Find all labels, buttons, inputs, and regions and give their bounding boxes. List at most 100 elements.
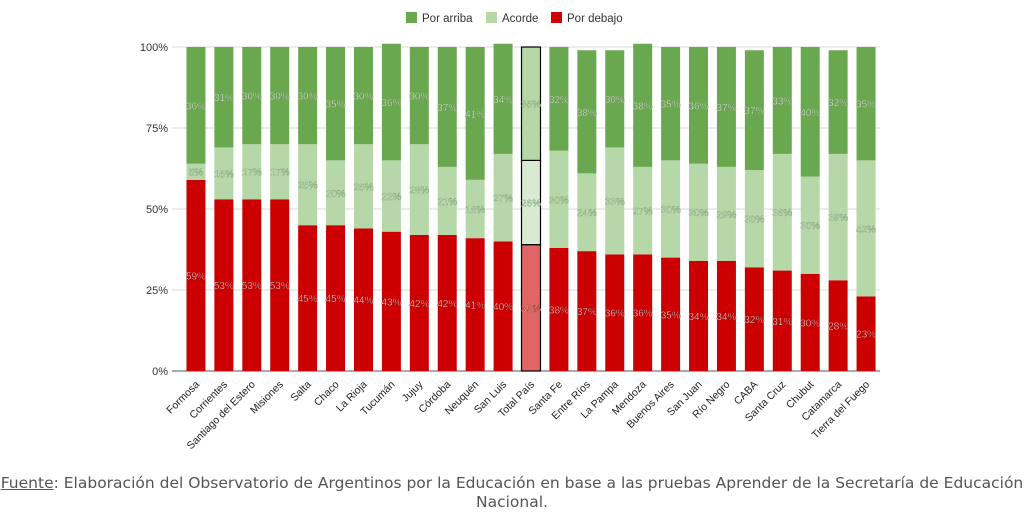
stacked-bar-chart: 0%25%50%75%100%59%5%36%Formosa53%16%31%C…	[140, 12, 880, 452]
data-label: 37%	[744, 106, 764, 117]
bar-segment	[465, 179, 485, 239]
data-label: 44%	[353, 296, 373, 307]
data-label: 31%	[772, 317, 792, 328]
bar-segment	[689, 260, 709, 371]
bar-segment	[270, 199, 290, 371]
data-label: 41%	[465, 301, 485, 312]
data-label: 26%	[353, 182, 373, 193]
data-label: 24%	[577, 208, 597, 219]
data-label: 36%	[689, 101, 709, 112]
data-label: 17%	[242, 168, 262, 179]
y-tick-label: 0%	[152, 366, 168, 378]
data-label: 33%	[605, 197, 625, 208]
bar-segment	[605, 50, 625, 148]
bar-segment	[214, 47, 234, 148]
x-tick-label: Salta	[288, 379, 314, 405]
data-label: 40%	[800, 108, 820, 119]
bar-segment	[856, 160, 876, 297]
data-label: 5%	[189, 168, 204, 179]
bar-segment	[633, 43, 653, 167]
bar-segment	[605, 254, 625, 371]
data-label: 32%	[549, 95, 569, 106]
data-label: 22%	[381, 192, 401, 203]
bar-segment	[633, 166, 653, 255]
data-label: 28%	[828, 322, 848, 333]
data-label: 59%	[186, 271, 206, 282]
data-label: 16%	[214, 169, 234, 180]
data-label: 26%	[521, 199, 541, 210]
bar-segment	[577, 50, 597, 174]
data-label: 35%	[661, 100, 681, 111]
bar-segment	[298, 144, 318, 226]
data-label: 35%	[856, 100, 876, 111]
bar-segment	[381, 160, 401, 232]
bar-segment	[409, 47, 429, 145]
data-label: 36%	[772, 208, 792, 219]
bar-segment	[520, 46, 542, 162]
data-label: 35%	[661, 310, 681, 321]
data-label: 42%	[437, 299, 457, 310]
data-label: 32%	[744, 315, 764, 326]
bar-segment	[661, 47, 681, 161]
bar-segment	[353, 228, 373, 371]
bar-segment	[186, 47, 206, 164]
bar-segment	[409, 234, 429, 371]
bar-segment	[800, 176, 820, 274]
bar-segment	[856, 47, 876, 161]
data-label: 36%	[186, 101, 206, 112]
data-label: 45%	[298, 294, 318, 305]
data-label: 38%	[549, 305, 569, 316]
bar-segment	[549, 150, 569, 248]
bar-segment	[214, 147, 234, 200]
bar-segment	[270, 144, 290, 200]
source-text: : Elaboración del Observatorio de Argent…	[53, 474, 1024, 511]
data-label: 20%	[326, 189, 346, 200]
bar-segment	[856, 296, 876, 371]
data-label: 40%	[493, 302, 513, 313]
data-label: 31%	[214, 93, 234, 104]
data-label: 30%	[744, 215, 764, 226]
bar-segment	[493, 153, 513, 242]
legend-label: Por debajo	[567, 13, 623, 25]
data-label: 34%	[716, 312, 736, 323]
data-label: 30%	[605, 95, 625, 106]
bar-segment	[549, 247, 569, 371]
data-label: 25%	[298, 181, 318, 192]
data-label: 35%	[521, 100, 541, 111]
bar-segment	[381, 231, 401, 371]
data-label: 53%	[214, 281, 234, 292]
y-tick-label: 50%	[146, 204, 168, 216]
bar-segment	[353, 144, 373, 229]
source-note: Fuente: Elaboración del Observatorio de …	[0, 474, 1024, 512]
bar-segment	[326, 160, 346, 226]
data-label: 30%	[800, 221, 820, 232]
data-label: 35%	[326, 100, 346, 111]
bar-segment	[744, 267, 764, 371]
legend-label: Acorde	[502, 13, 538, 25]
bar-segment	[633, 254, 653, 371]
bar-segment	[828, 153, 848, 281]
bar-segment	[661, 160, 681, 258]
bar-segment	[772, 270, 792, 371]
data-label: 30%	[353, 92, 373, 103]
bar-segment	[689, 163, 709, 261]
data-label: 34%	[689, 312, 709, 323]
data-label: 53%	[242, 281, 262, 292]
bar-segment	[744, 50, 764, 171]
data-label: 33%	[772, 96, 792, 107]
data-label: 27%	[493, 194, 513, 205]
data-label: 36%	[381, 98, 401, 109]
data-label: 53%	[270, 281, 290, 292]
data-label: 42%	[409, 299, 429, 310]
data-label: 30%	[689, 208, 709, 219]
bar-segment	[465, 238, 485, 371]
bar-segment	[298, 47, 318, 145]
data-label: 37%	[716, 103, 736, 114]
data-label: 39%	[828, 213, 848, 224]
bar-segment	[800, 47, 820, 177]
data-label: 45%	[326, 294, 346, 305]
bar-segment	[661, 257, 681, 371]
data-label: 36%	[633, 309, 653, 320]
bar-segment	[242, 144, 262, 200]
data-label: 38%	[577, 108, 597, 119]
